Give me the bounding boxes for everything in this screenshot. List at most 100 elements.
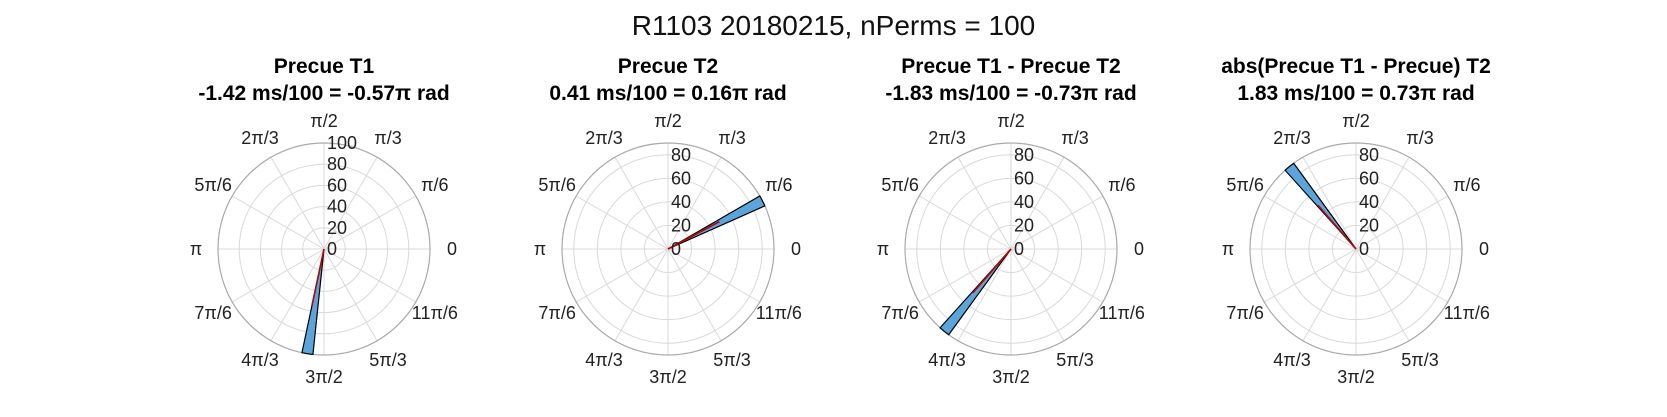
angular-grid-spoke — [1010, 248, 1065, 342]
outer-ring — [1249, 142, 1463, 356]
angular-grid-spoke — [323, 248, 417, 303]
angular-grid-spoke — [1302, 156, 1357, 250]
angular-grid-spoke — [270, 156, 325, 250]
radial-tick-label: 40 — [327, 197, 347, 217]
angle-tick-label: 4π/3 — [1273, 350, 1310, 370]
angle-tick-label: 5π/3 — [1401, 350, 1438, 370]
angular-grid-spoke — [1010, 156, 1065, 250]
axes-subtitle: 1.83 ms/100 = 0.73π rad — [1237, 82, 1474, 105]
angle-tick-label: 5π/6 — [1226, 175, 1263, 195]
angular-grid-spoke — [1010, 248, 1104, 303]
axes-title: Precue T1 — [274, 55, 375, 78]
angle-tick-label: 4π/3 — [241, 350, 278, 370]
angle-tick-label: π/6 — [1453, 175, 1480, 195]
angle-tick-label: 7π/6 — [1226, 303, 1263, 323]
angular-grid-spoke — [1355, 195, 1449, 250]
axes-subtitle: -1.42 ms/100 = -0.57π rad — [198, 82, 449, 105]
angular-grid-spoke — [667, 156, 722, 250]
angle-tick-label: 5π/6 — [194, 175, 231, 195]
angle-tick-label: 5π/3 — [369, 350, 406, 370]
polar-axes-2: Precue T2 0.41 ms/100 = 0.16π rad 0 20 40 60 8… — [534, 55, 802, 387]
angular-grid-spoke — [1355, 248, 1410, 342]
angle-tick-label: π/2 — [1342, 111, 1369, 131]
angle-tick-label: π — [1222, 239, 1234, 259]
radial-tick-label: 80 — [327, 154, 347, 174]
angle-tick-label: 11π/6 — [1099, 303, 1145, 323]
angle-tick-label: 5π/6 — [538, 175, 575, 195]
radial-tick-label: 20 — [1014, 215, 1034, 235]
polar-axes-1: Precue T1-1.42 ms/100 = -0.57π rad020406… — [190, 55, 458, 387]
angular-grid-spoke — [575, 248, 669, 303]
angular-grid-spoke — [323, 156, 378, 250]
polar-axes-3: Precue T1 - Precue T2 -1.83 ms/100 = -0.7… — [877, 55, 1145, 387]
angle-tick-label: 2π/3 — [585, 128, 622, 148]
angle-tick-label: π/3 — [718, 128, 745, 148]
angular-grid-spoke — [667, 248, 722, 342]
angle-tick-label: 11π/6 — [1444, 303, 1490, 323]
outer-ring — [904, 142, 1118, 356]
angular-grid-spoke — [231, 195, 325, 250]
angle-tick-label: 3π/2 — [649, 367, 686, 387]
angle-tick-label: 5π/3 — [1056, 350, 1093, 370]
angle-tick-label: π — [877, 239, 889, 259]
radial-tick-label: 0 — [1359, 239, 1369, 259]
figure-suptitle: R1103 20180215, nPerms = 100 — [631, 10, 1036, 41]
angular-grid-spoke — [957, 156, 1012, 250]
angle-tick-label: π/3 — [1406, 128, 1433, 148]
angular-grid-spoke — [231, 248, 325, 303]
angle-tick-label: π/6 — [1108, 175, 1135, 195]
angle-tick-label: 0 — [1479, 239, 1489, 259]
angle-tick-label: 2π/3 — [241, 128, 278, 148]
angular-grid-spoke — [1010, 195, 1104, 250]
axes-title: Precue T1 - Precue T2 — [901, 55, 1120, 78]
angle-tick-label: π — [534, 239, 546, 259]
angle-tick-label: 5π/3 — [713, 350, 750, 370]
angle-tick-label: 0 — [791, 239, 801, 259]
radial-tick-label: 20 — [671, 215, 691, 235]
polar-axes-4: abs(Precue T1 - Precue) T2 1.83 ms/100 = … — [1221, 55, 1491, 387]
angular-grid-spoke — [1263, 248, 1357, 303]
angle-tick-label: π/3 — [374, 128, 401, 148]
radial-tick-label: 0 — [327, 239, 337, 259]
radial-tick-label: 40 — [671, 192, 691, 212]
angular-grid-spoke — [1355, 248, 1449, 303]
angle-tick-label: 7π/6 — [194, 303, 231, 323]
mean-direction-line — [1317, 204, 1357, 250]
angle-tick-label: 3π/2 — [992, 367, 1029, 387]
angle-tick-label: 2π/3 — [928, 128, 965, 148]
angular-grid-spoke — [1355, 156, 1410, 250]
angular-grid-spoke — [957, 248, 1012, 342]
radial-tick-label: 0 — [671, 239, 681, 259]
angular-grid-spoke — [1263, 195, 1357, 250]
angular-grid-spoke — [614, 156, 669, 250]
radial-tick-label: 60 — [1014, 168, 1034, 188]
angle-tick-label: π/6 — [765, 175, 792, 195]
angular-grid-spoke — [323, 195, 417, 250]
axes-title: Precue T2 — [618, 55, 718, 78]
radial-tick-label: 40 — [1359, 192, 1379, 212]
outer-ring — [217, 142, 431, 356]
angle-tick-label: 2π/3 — [1273, 128, 1310, 148]
angle-tick-label: 0 — [1134, 239, 1144, 259]
angle-tick-label: π/3 — [1061, 128, 1088, 148]
angle-tick-label: 7π/6 — [538, 303, 575, 323]
angle-tick-label: π/6 — [421, 175, 448, 195]
radial-tick-label: 60 — [327, 175, 347, 195]
angle-tick-label: 4π/3 — [585, 350, 622, 370]
angular-grid-spoke — [575, 195, 669, 250]
angle-tick-label: π — [190, 239, 202, 259]
angle-tick-label: 3π/2 — [1337, 367, 1374, 387]
angle-tick-label: 4π/3 — [928, 350, 965, 370]
radial-tick-label: 60 — [671, 168, 691, 188]
angle-tick-label: 5π/6 — [881, 175, 918, 195]
radial-tick-label: 80 — [1014, 145, 1034, 165]
angular-grid-spoke — [918, 195, 1012, 250]
axes-subtitle: 0.41 ms/100 = 0.16π rad — [549, 82, 786, 105]
angular-grid-spoke — [614, 248, 669, 342]
radial-tick-label: 0 — [1014, 239, 1024, 259]
angle-tick-label: π/2 — [654, 111, 681, 131]
axes-subtitle: -1.83 ms/100 = -0.73π rad — [885, 82, 1136, 105]
radial-tick-label: 100 — [327, 133, 357, 153]
outer-ring — [561, 142, 775, 356]
